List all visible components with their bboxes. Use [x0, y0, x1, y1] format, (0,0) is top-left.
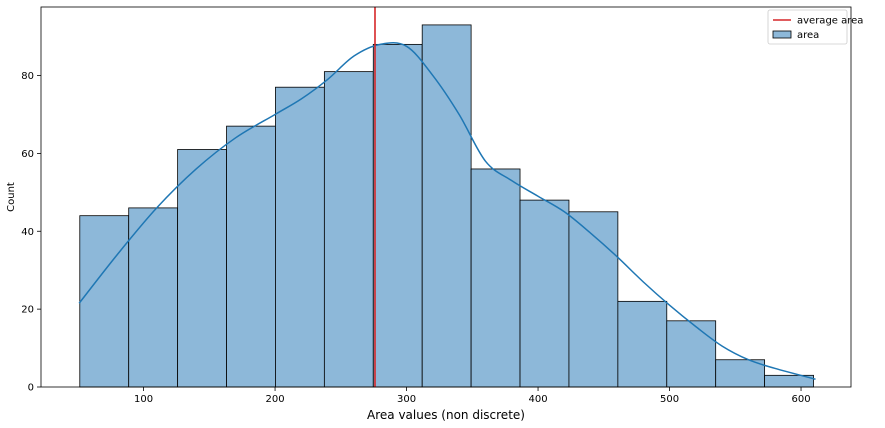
histogram-bar: [715, 359, 766, 388]
legend-label-average-area: average area: [797, 16, 863, 27]
x-tick-label: 400: [528, 394, 547, 405]
plot-frame: [40, 6, 852, 388]
x-tick-label: 500: [660, 394, 679, 405]
y-tick-label: 60: [21, 149, 34, 160]
histogram-bar: [275, 86, 325, 388]
y-tick-label: 20: [21, 305, 34, 316]
x-tick-label: 100: [134, 394, 153, 405]
y-tick-label: 0: [28, 383, 34, 394]
kde-curve: [78, 42, 816, 380]
histogram-bar: [421, 24, 472, 388]
histogram-bar: [666, 320, 717, 388]
y-ticks: 0 20 40 60 80: [21, 71, 41, 394]
histogram-bar: [519, 199, 570, 388]
histogram-bar: [79, 215, 130, 388]
x-tick-label: 600: [791, 394, 810, 405]
histogram-bars: [79, 24, 814, 388]
x-tick-label: 300: [397, 394, 416, 405]
histogram-bar: [568, 211, 619, 388]
x-tick-label: 200: [266, 394, 285, 405]
histogram-bar: [372, 43, 423, 388]
histogram-bar: [177, 149, 227, 388]
y-tick-label: 40: [21, 227, 34, 238]
y-tick-label: 80: [21, 71, 34, 82]
histogram-bar: [323, 71, 374, 388]
legend-swatch-area: [772, 30, 792, 39]
histogram-bar: [226, 125, 276, 388]
histogram-bar: [470, 168, 521, 388]
legend: average area area: [767, 9, 863, 45]
x-ticks: 100 200 300 400 500 600: [134, 387, 811, 405]
axes: [40, 6, 852, 388]
histogram-bar: [128, 207, 179, 388]
x-axis-label: Area values (non discrete): [367, 408, 525, 422]
histogram-bar: [617, 300, 668, 388]
kde-curve-group: [78, 42, 816, 380]
y-axis-label: Count: [6, 182, 17, 212]
legend-label-area: area: [797, 30, 819, 41]
